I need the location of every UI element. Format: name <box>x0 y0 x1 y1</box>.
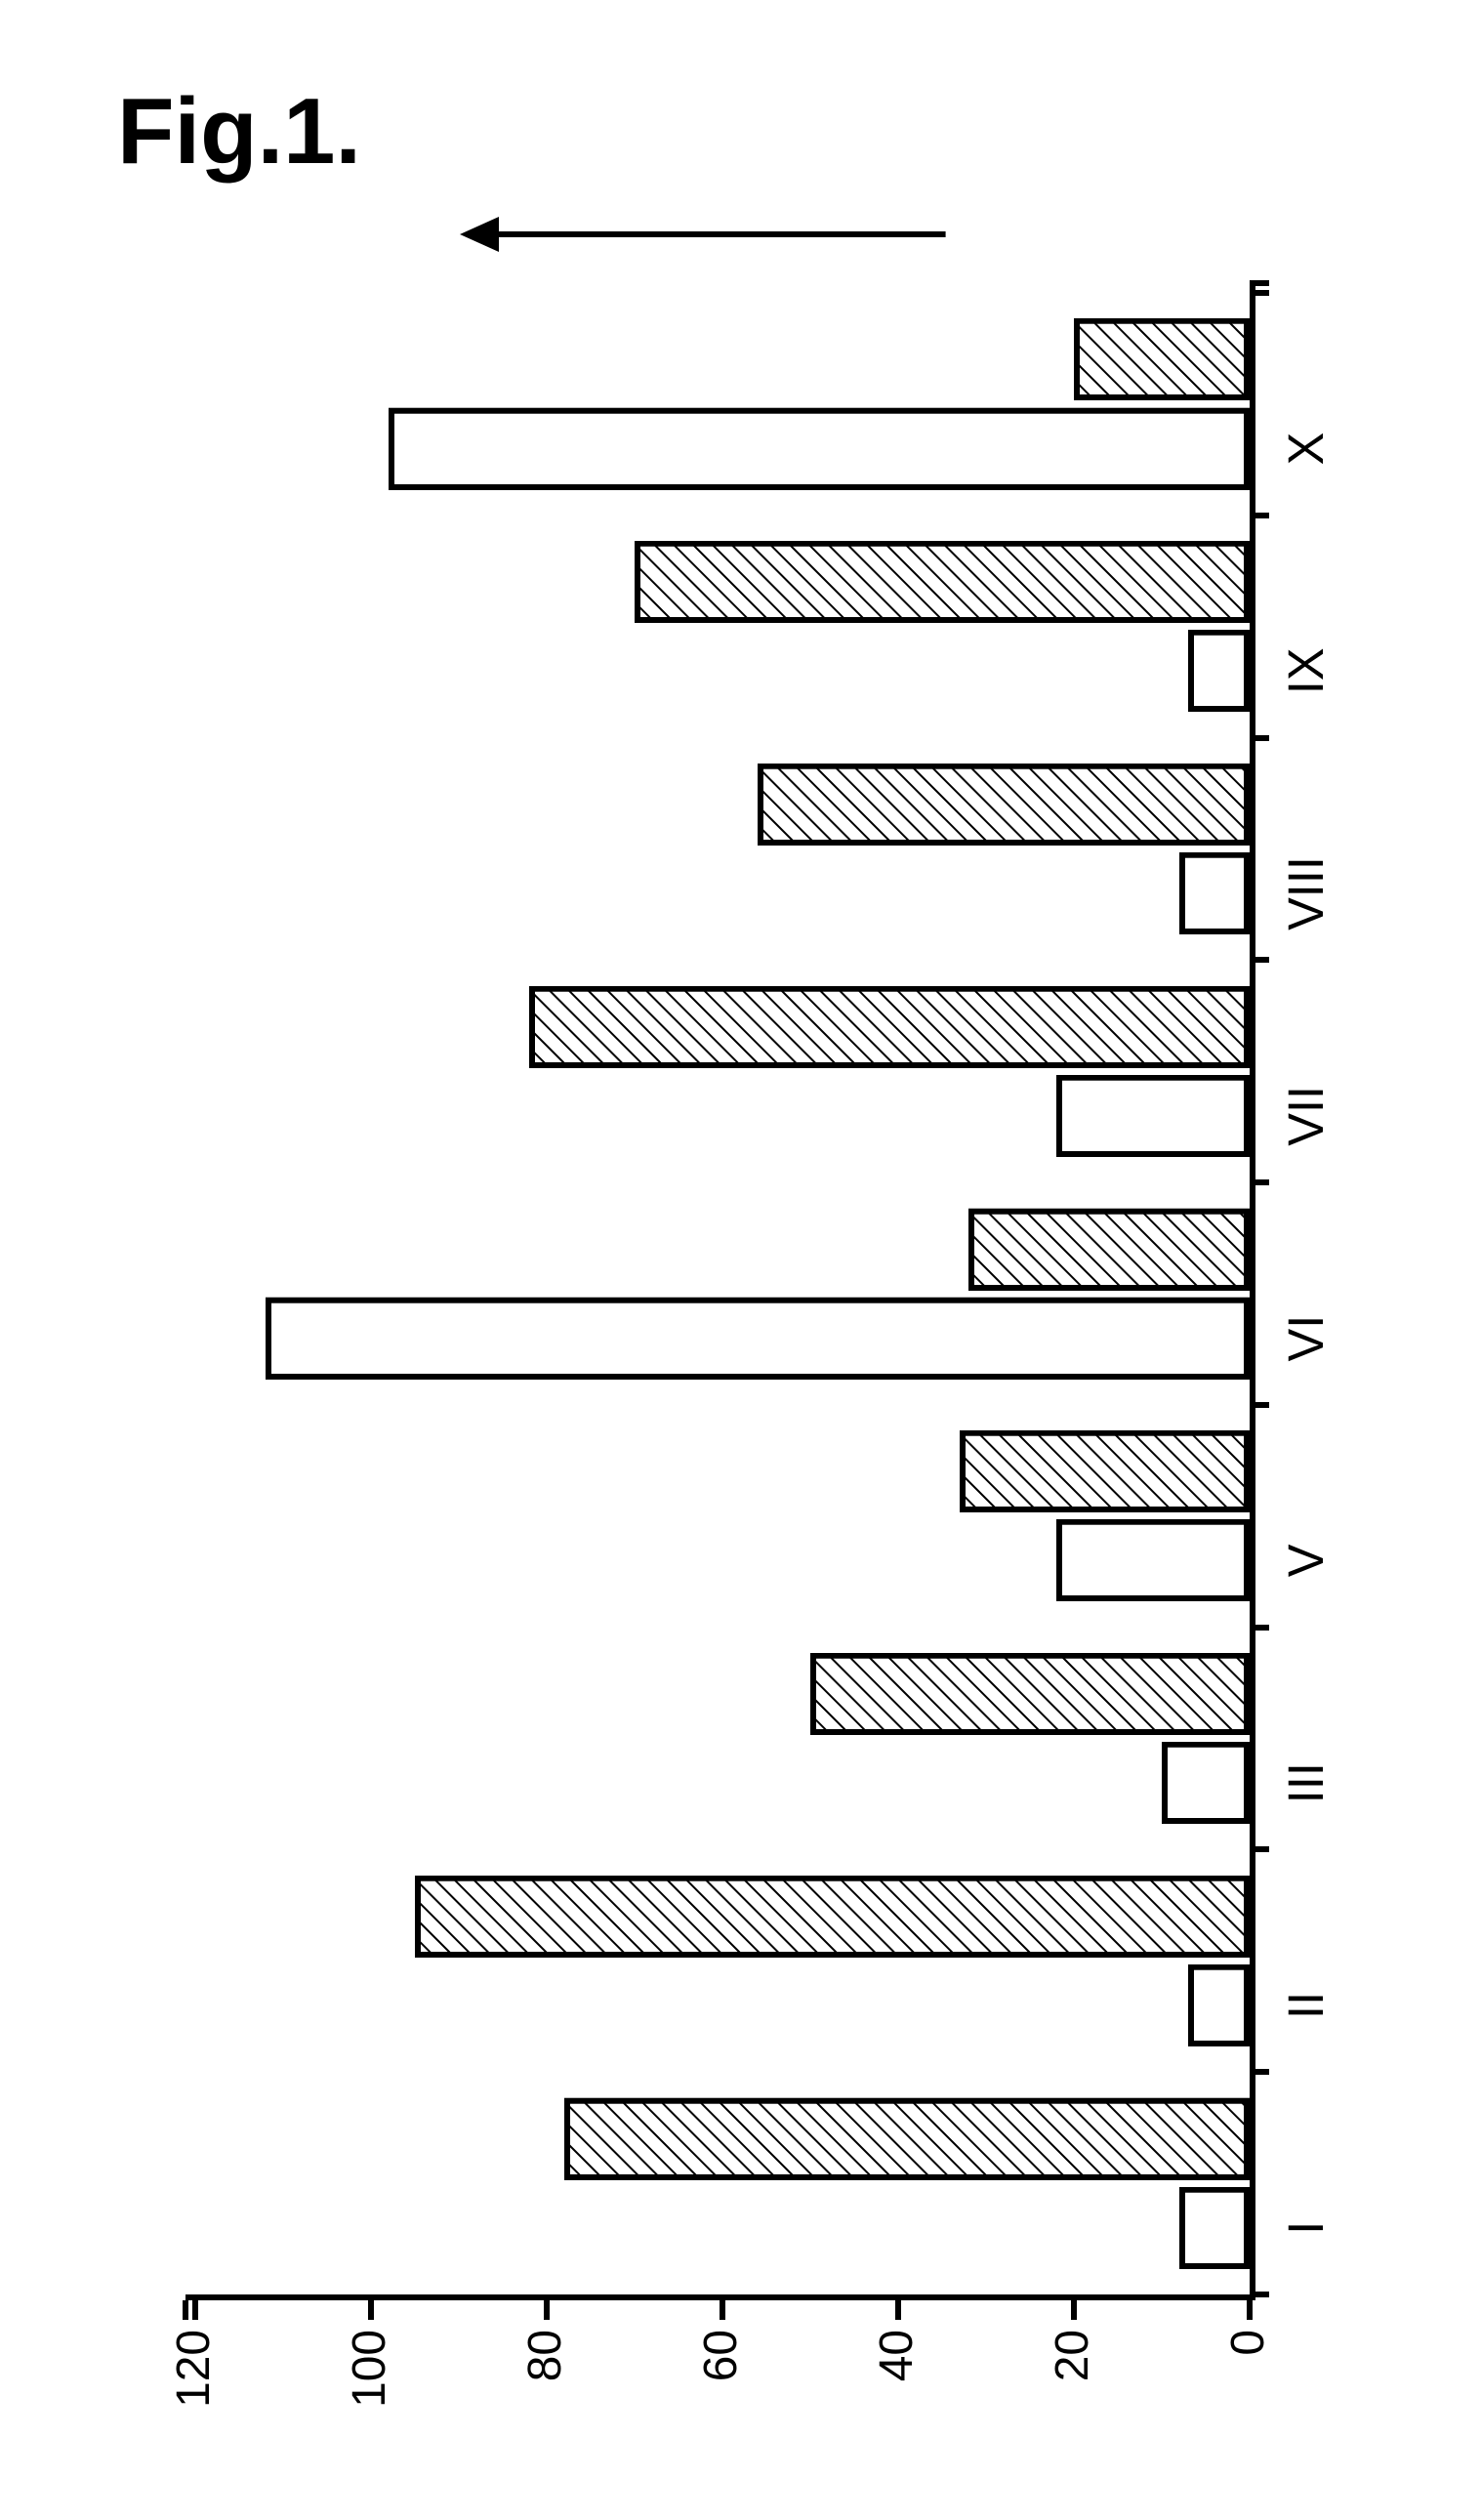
bar-open <box>1056 1519 1250 1601</box>
y-tick <box>192 2300 198 2320</box>
y-tick-label: 120 <box>167 2330 221 2408</box>
x-axis-line <box>1250 283 1255 2300</box>
chart-rotator: 020406080100120IIIIIIVVIVIIVIIIIXX <box>137 234 1406 2460</box>
category-label: X <box>1277 370 1335 526</box>
bar-open <box>266 1297 1250 1379</box>
category-label: VI <box>1277 1260 1335 1417</box>
y-tick-label: 0 <box>1221 2330 1275 2356</box>
y-tick <box>1247 2300 1253 2320</box>
category-label: II <box>1277 1927 1335 2084</box>
y-tick-label: 40 <box>870 2330 924 2381</box>
x-axis-end-tick <box>1250 280 1269 286</box>
category-label: VII <box>1277 1038 1335 1194</box>
figure-label: Fig.1. <box>117 78 361 186</box>
bar-hatched <box>758 764 1250 846</box>
bar-open <box>1056 1075 1250 1157</box>
bar-hatched <box>968 1208 1250 1290</box>
page: Fig.1. 0 20 40 60 80 100 <box>0 0 1481 2520</box>
bar-open <box>1188 630 1250 712</box>
y-tick <box>895 2300 901 2320</box>
x-tick <box>1250 2292 1269 2297</box>
y-tick <box>720 2300 725 2320</box>
y-tick-label: 80 <box>518 2330 572 2381</box>
category-label: V <box>1277 1482 1335 1638</box>
bar-open <box>1179 2187 1250 2269</box>
bar-hatched <box>564 2097 1250 2179</box>
y-tick <box>368 2300 374 2320</box>
x-tick <box>1250 1402 1269 1408</box>
category-label: VIII <box>1277 815 1335 971</box>
bar-open <box>1179 852 1250 934</box>
x-tick <box>1250 2069 1269 2075</box>
bar-hatched <box>1074 318 1250 400</box>
value-direction-arrow-icon <box>458 195 948 273</box>
bar-hatched <box>529 986 1250 1068</box>
category-label: I <box>1277 2150 1335 2306</box>
bar-open <box>1162 1742 1250 1824</box>
x-tick <box>1250 290 1269 296</box>
y-tick <box>1071 2300 1077 2320</box>
y-axis-end-tick <box>183 2300 188 2320</box>
x-tick <box>1250 957 1269 963</box>
bar-chart: 020406080100120IIIIIIVVIVIIVIIIIXX <box>137 234 1406 2460</box>
x-tick <box>1250 735 1269 741</box>
y-tick <box>544 2300 550 2320</box>
x-tick <box>1250 1846 1269 1852</box>
y-tick-label: 100 <box>343 2330 396 2408</box>
bar-hatched <box>810 1653 1250 1735</box>
bar-open <box>389 407 1250 489</box>
x-tick <box>1250 1625 1269 1631</box>
bar-open <box>1188 1964 1250 2046</box>
bar-hatched <box>960 1430 1250 1512</box>
y-tick-label: 20 <box>1046 2330 1099 2381</box>
category-label: III <box>1277 1705 1335 1861</box>
x-tick <box>1250 1179 1269 1185</box>
x-tick <box>1250 513 1269 518</box>
bar-hatched <box>635 541 1250 623</box>
category-label: IX <box>1277 593 1335 749</box>
y-tick-label: 60 <box>694 2330 748 2381</box>
bar-hatched <box>415 1876 1250 1958</box>
